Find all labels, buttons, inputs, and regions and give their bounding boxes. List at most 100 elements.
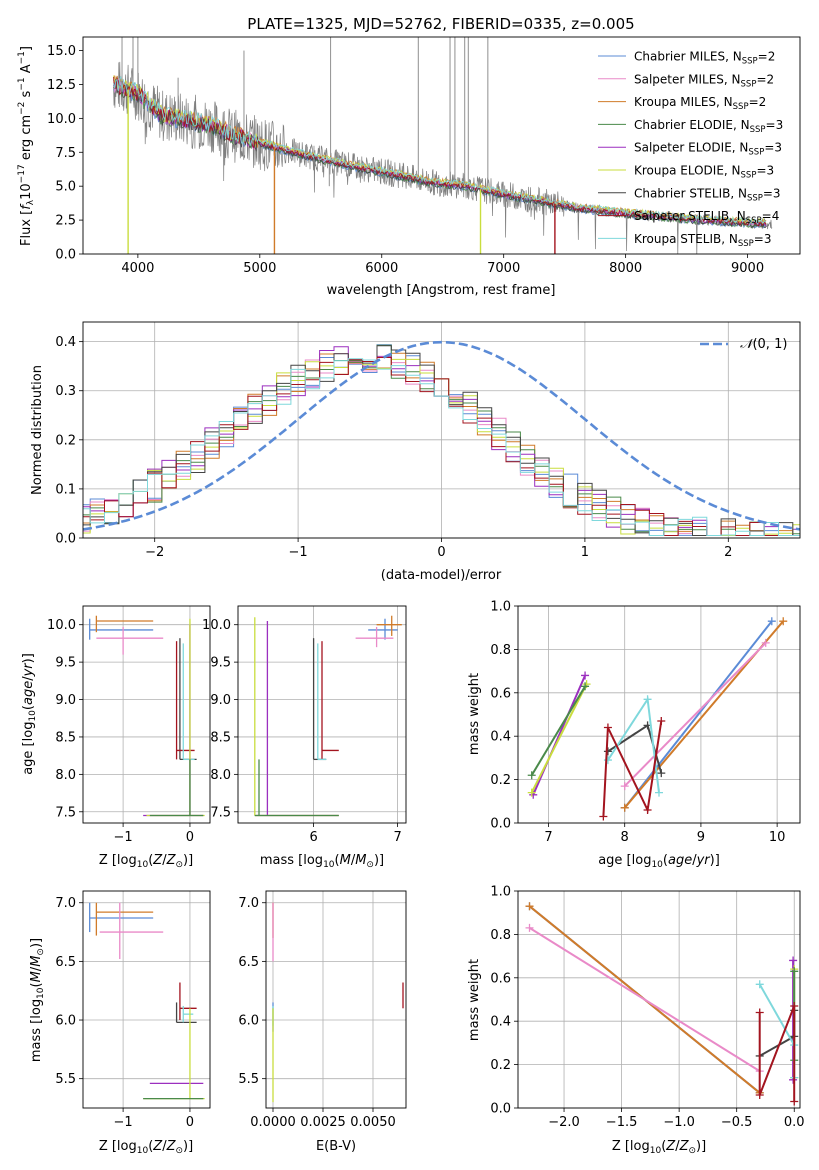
y-tick-label: 0.4 (55, 335, 76, 350)
y-tick-label: 15.0 (47, 44, 76, 59)
legend-label: Salpeter STELIB, NSSP=4 (634, 209, 779, 226)
x-tick-label: −1.5 (606, 1115, 638, 1130)
y-tick-label: 9.5 (55, 656, 76, 671)
y-tick-label: 0.3 (55, 384, 76, 399)
mass_vs_ebv-points (272, 902, 404, 1103)
y-tick-label: 2.5 (55, 214, 76, 229)
residuals-axes (79, 322, 800, 542)
legend-label: Chabrier ELODIE, NSSP=3 (634, 118, 783, 135)
y-tick-label: 7.0 (55, 896, 76, 911)
y-tick-label: 6.0 (238, 1014, 259, 1029)
x-tick-label: 6000 (365, 261, 398, 276)
y-axis-label: age [log10(age/yr)] (21, 653, 38, 775)
axes-frame (82, 605, 211, 824)
weight-line-c_elodie (530, 685, 586, 776)
y-tick-label: 0.4 (490, 730, 511, 745)
y-tick-label: 8.5 (210, 730, 231, 745)
y-tick-label: 9.5 (210, 656, 231, 671)
x-axis-label: Z [log10(Z/Z⊙)] (99, 1139, 193, 1156)
spectrum-plot (113, 37, 773, 254)
weight-marker (581, 682, 590, 691)
x-tick-label: −1.0 (663, 1115, 695, 1130)
x-tick-label: 7 (544, 830, 552, 845)
weight-marker (643, 805, 652, 814)
x-tick-label: −1 (114, 830, 133, 845)
x-tick-label: 8000 (609, 261, 642, 276)
legend-label: Kroupa ELODIE, NSSP=3 (634, 164, 774, 181)
x-tick-label: 7 (393, 830, 401, 845)
weight-marker (790, 1002, 799, 1011)
spectrum-axes (79, 50, 748, 258)
weight-marker (603, 747, 612, 756)
histogram-k_stelib (83, 358, 800, 536)
residual-plot (83, 340, 800, 536)
x-tick-label: 9000 (731, 261, 764, 276)
weight-marker (655, 788, 663, 797)
y-tick-label: 5.5 (238, 1072, 259, 1087)
x-tick-label: 0.0050 (350, 1115, 396, 1130)
axes-frame (82, 321, 801, 539)
weight-line-s_elodie (532, 675, 587, 796)
y-tick-label: 1.0 (490, 600, 511, 615)
x-tick-label: 5000 (243, 261, 276, 276)
normal-curve (83, 340, 800, 531)
y-tick-label: 0.0 (490, 1102, 511, 1117)
axes-frame (237, 605, 407, 824)
mass_vs_Z-points (89, 902, 205, 1100)
y-tick-label: 8.5 (55, 730, 76, 745)
x-tick-label: −2 (145, 545, 164, 560)
axes-frame (265, 890, 407, 1109)
model-k_stelib (113, 75, 767, 225)
x-tick-label: 2 (724, 545, 732, 560)
y-tick-label: 10.0 (47, 112, 76, 127)
legend-label: 𝒩(0, 1) (740, 337, 787, 352)
x-axis-label: Z [log10(Z/Z⊙)] (612, 1139, 706, 1156)
y-tick-label: 8.0 (55, 768, 76, 783)
weight-line-s_miles (528, 927, 761, 1072)
y-tick-label: 0.2 (490, 1058, 511, 1073)
weight-marker (581, 671, 590, 680)
y-tick-label: 0.2 (490, 773, 511, 788)
weight-marker (761, 638, 770, 647)
y-tick-label: 0.4 (490, 1015, 511, 1030)
x-tick-label: 0 (186, 1115, 194, 1130)
y-axis-label: Flux [fλ10−17 erg cm−2 s−1 A−1] (17, 46, 36, 246)
weight-marker (620, 803, 629, 812)
x-tick-label: 0.0000 (250, 1115, 296, 1130)
x-axis-label: age [log10(age/yr)] (598, 853, 720, 870)
legend-label: Chabrier MILES, NSSP=2 (634, 50, 775, 67)
weight-marker (790, 967, 799, 976)
weight-marker (790, 1097, 799, 1106)
axes-frame (82, 36, 801, 255)
y-axis-label: Normed distribution (30, 365, 45, 495)
mass_vs_ebv-axes (262, 891, 406, 1112)
weight-marker (525, 923, 534, 932)
weight_vs_age-lines (527, 617, 788, 821)
y-axis-label: mass [log10(M/M⊙)] (29, 938, 46, 1062)
y-tick-label: 0.0 (55, 248, 76, 263)
y-tick-label: 0.6 (490, 686, 511, 701)
weight_vs_Z-lines (525, 902, 799, 1106)
weight-marker (657, 717, 666, 726)
legend-label: Salpeter MILES, NSSP=2 (634, 72, 774, 89)
axes-frame (517, 605, 801, 824)
x-axis-label: (data-model)/error (381, 568, 502, 583)
weight-marker (603, 723, 612, 732)
x-tick-label: 10 (769, 830, 786, 845)
y-axis-label: mass weight (467, 959, 482, 1041)
x-tick-label: 0 (186, 830, 194, 845)
x-tick-label: −2.0 (548, 1115, 580, 1130)
y-tick-label: 5.5 (55, 1072, 76, 1087)
y-tick-label: 0.2 (55, 433, 76, 448)
weight-marker (643, 695, 652, 704)
legend-label: Kroupa MILES, NSSP=2 (634, 95, 766, 112)
y-tick-label: 0.0 (55, 532, 76, 547)
x-tick-label: 0.0025 (300, 1115, 346, 1130)
weight-line-k_stelib (758, 983, 796, 1078)
y-axis-label: mass weight (467, 673, 482, 755)
y-tick-label: 6.5 (238, 955, 259, 970)
chart-title: PLATE=1325, MJD=52762, FIBERID=0335, z=0… (247, 15, 634, 33)
weight-marker (755, 1090, 764, 1099)
y-tick-label: 7.5 (55, 805, 76, 820)
